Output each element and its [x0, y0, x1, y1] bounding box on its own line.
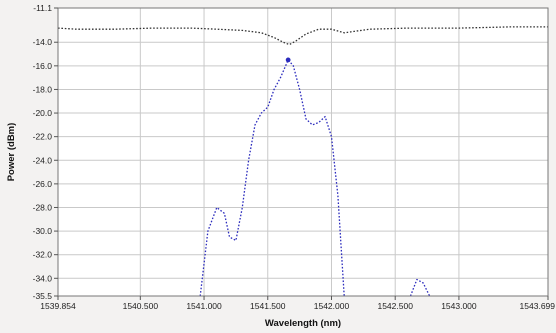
y-tick-label: -32.0	[33, 250, 53, 260]
x-tick-label: 1539.854	[40, 301, 76, 311]
plot-area	[58, 8, 548, 296]
series-line-1	[57, 26, 548, 46]
y-tick-label: -16.0	[33, 61, 53, 71]
peak-marker	[285, 57, 291, 63]
x-tick-label: 1543.699	[520, 301, 556, 311]
y-tick-label: -34.0	[33, 273, 53, 283]
y-tick-label: -20.0	[33, 108, 53, 118]
x-tick-label: 1542.500	[377, 301, 413, 311]
y-axis-ticks: -11.1 -14.0 -16.0 -18.0 -20.0 -22.0 -24.0 -26.0…	[33, 3, 58, 301]
y-tick-label: -28.0	[33, 202, 53, 212]
y-tick-label: -24.0	[33, 155, 53, 165]
series-line-3	[409, 278, 431, 297]
x-tick-label: 1542.000	[314, 301, 350, 311]
y-axis-title: Power (dBm)	[6, 123, 17, 182]
y-tick-label: -11.1	[33, 3, 52, 13]
x-tick-label: 1541.000	[186, 301, 222, 311]
series-layer	[57, 26, 548, 297]
x-tick-label: 1540.500	[123, 301, 159, 311]
y-tick-label: -35.5	[33, 291, 53, 301]
y-tick-label: -22.0	[33, 132, 53, 142]
x-axis-ticks: 1539.854 1540.500 1541.000 1541.500 1542.000…	[40, 296, 555, 311]
series-line-2	[199, 59, 345, 297]
grid-lines	[57, 7, 549, 297]
y-tick-label: -14.0	[33, 37, 53, 47]
plot-border	[57, 7, 549, 297]
x-tick-label: 1541.500	[250, 301, 286, 311]
y-tick-label: -26.0	[33, 179, 53, 189]
x-axis-title: Wavelength (nm)	[265, 318, 341, 329]
y-tick-label: -18.0	[33, 84, 53, 94]
y-tick-label: -30.0	[33, 226, 53, 236]
x-tick-label: 1543.000	[441, 301, 477, 311]
